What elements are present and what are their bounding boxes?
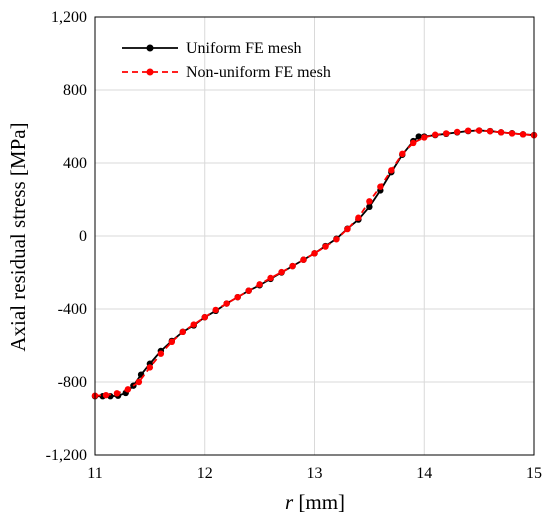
y-tick-label: 0 [79,228,87,245]
legend-item: Uniform FE mesh [122,40,302,57]
x-tick-label: 12 [197,465,213,482]
data-point [464,127,472,134]
legend-label: Uniform FE mesh [186,40,302,57]
x-tick-label: 11 [87,465,102,482]
x-tick-label: 14 [416,465,432,482]
y-axis-label: Axial residual stress [MPa] [6,122,30,351]
series-non-uniform-mesh [91,127,538,399]
data-point [102,391,110,399]
data-point [366,198,373,205]
y-tick-label: -1,200 [46,447,87,464]
y-tick-label: 1,200 [51,9,87,26]
data-point [212,306,219,314]
tick-labels: -1,200 -800 -400 0 400 800 1,200 11 12 13 14 15 [46,9,542,482]
data-point [453,128,461,136]
y-tick-label: -800 [58,374,87,391]
data-point [201,314,208,321]
data-point [508,130,516,137]
data-point [311,250,318,257]
data-point [486,128,494,135]
data-point [377,183,384,190]
data-point [475,127,483,134]
x-tick-label: 15 [526,465,542,482]
legend-label: Non-uniform FE mesh [186,64,331,81]
data-point [278,268,285,276]
data-point [322,243,329,250]
x-axis-label: r [mm] [285,490,345,514]
data-point [168,338,176,346]
data-point [289,262,296,270]
data-point [366,203,373,210]
data-point [410,139,417,147]
data-point [432,131,439,138]
data-point [333,236,340,243]
data-point [415,133,422,140]
data-point [179,328,186,336]
data-point [344,225,351,233]
data-point [443,130,450,137]
data-point [146,364,154,371]
x-axis-label-unit: [mm] [293,490,345,514]
data-point [190,321,197,328]
plot-frame [94,16,535,456]
data-point [157,350,165,357]
legend: Uniform FE mesh Non-uniform FE mesh [122,40,331,81]
series-line [94,129,535,397]
data-point [497,129,505,136]
data-point [355,214,362,221]
data-point [519,131,527,138]
legend-swatch-marker [146,44,154,52]
data-point [421,134,428,141]
legend-item: Non-uniform FE mesh [122,64,331,81]
data-point [124,386,132,393]
grid-lines [94,16,535,456]
data-point [234,293,241,301]
data-point [256,281,263,288]
data-point [399,150,406,158]
y-tick-label: 400 [63,155,87,172]
data-point [113,390,121,397]
legend-swatch-marker [146,68,154,76]
data-point [135,378,143,386]
x-axis-label-variable: r [285,490,294,514]
data-point [300,256,307,263]
data-point [388,167,395,174]
x-tick-label: 13 [307,465,323,482]
data-point [245,287,252,294]
y-tick-label: -400 [58,301,87,318]
y-tick-label: 800 [63,82,87,99]
series-layer [91,127,538,400]
data-point [267,274,274,282]
data-point [223,300,230,307]
